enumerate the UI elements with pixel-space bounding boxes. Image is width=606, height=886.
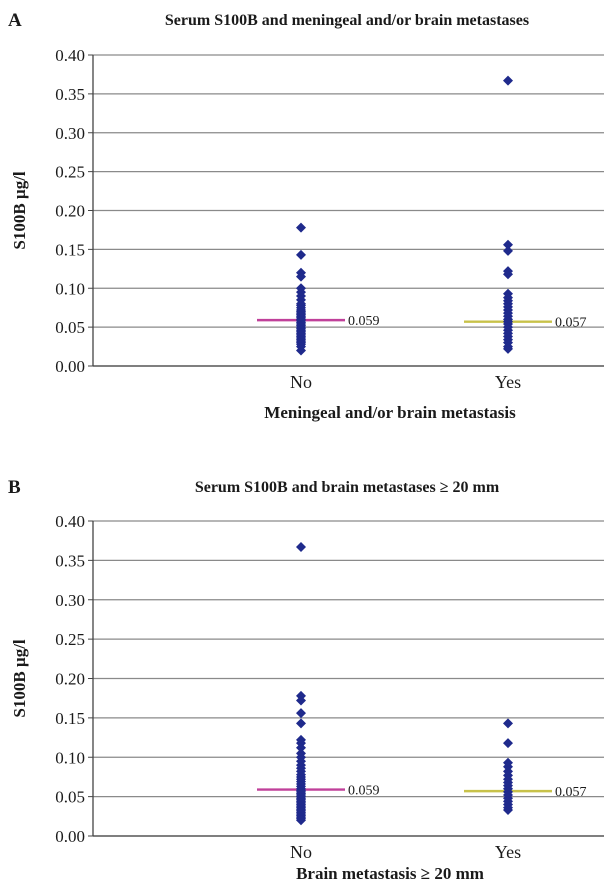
- data-point: [296, 541, 306, 552]
- y-tick-label: 0.25: [55, 163, 85, 182]
- x-tick-label: Yes: [495, 372, 521, 392]
- median-label: 0.059: [348, 784, 380, 799]
- y-tick-label: 0.25: [55, 630, 85, 649]
- data-point: [296, 222, 306, 233]
- y-tick-label: 0.05: [55, 318, 85, 337]
- y-tick-label: 0.40: [55, 46, 85, 65]
- x-tick-label: Yes: [495, 842, 521, 862]
- data-point: [296, 708, 306, 719]
- data-point: [503, 718, 513, 729]
- y-tick-label: 0.20: [55, 670, 85, 689]
- x-axis-label: Brain metastasis ≥ 20 mm: [296, 864, 484, 883]
- chart-panel-a: A Serum S100B and meningeal and/or brain…: [8, 10, 604, 422]
- data-point: [503, 239, 513, 250]
- chart-title: Serum S100B and brain metastases ≥ 20 mm: [194, 479, 500, 496]
- y-tick-label: 0.10: [55, 748, 85, 767]
- chart-a: 0.00 0.05 0.10 0.15 0.20 0.25 0.30 0.35 0.40 S100…: [10, 46, 604, 422]
- y-axis-label: S100B µg/l: [10, 639, 29, 718]
- y-tick-label: 0.00: [55, 357, 85, 376]
- y-tick-label: 0.40: [55, 512, 85, 531]
- data-point: [503, 245, 513, 256]
- data-point: [503, 738, 513, 749]
- y-tick-label: 0.20: [55, 202, 85, 221]
- median-label: 0.057: [555, 316, 587, 331]
- y-tick-label: 0.05: [55, 788, 85, 807]
- y-axis-label: S100B µg/l: [10, 171, 29, 250]
- data-point: [503, 269, 513, 280]
- data-point: [503, 343, 513, 354]
- y-tick-label: 0.30: [55, 124, 85, 143]
- y-tick-label: 0.15: [55, 240, 85, 259]
- data-point: [296, 249, 306, 260]
- median-label: 0.059: [348, 314, 380, 329]
- panel-label: A: [8, 10, 22, 31]
- y-tick-label: 0.15: [55, 709, 85, 728]
- y-tick-label: 0.10: [55, 279, 85, 298]
- panel-label: B: [8, 477, 21, 498]
- y-tick-label: 0.35: [55, 85, 85, 104]
- chart-panel-b: B Serum S100B and brain metastases ≥ 20 …: [0, 443, 606, 886]
- data-point: [296, 345, 306, 356]
- x-tick-label: No: [290, 372, 312, 392]
- y-tick-label: 0.30: [55, 591, 85, 610]
- x-axis-label: Meningeal and/or brain metastasis: [264, 403, 516, 422]
- data-point: [503, 805, 513, 816]
- data-point: [296, 718, 306, 729]
- data-point: [296, 815, 306, 826]
- data-point: [296, 271, 306, 282]
- chart-title: Serum S100B and meningeal and/or brain m…: [164, 12, 530, 29]
- chart-b: 0.00 0.05 0.10 0.15 0.20 0.25 0.30 0.35 0.40 S100…: [10, 512, 604, 883]
- data-point: [296, 742, 306, 753]
- data-point: [296, 695, 306, 706]
- x-tick-label: No: [290, 842, 312, 862]
- data-point: [503, 75, 513, 86]
- y-tick-label: 0.35: [55, 551, 85, 570]
- median-label: 0.057: [555, 785, 587, 800]
- y-tick-label: 0.00: [55, 827, 85, 846]
